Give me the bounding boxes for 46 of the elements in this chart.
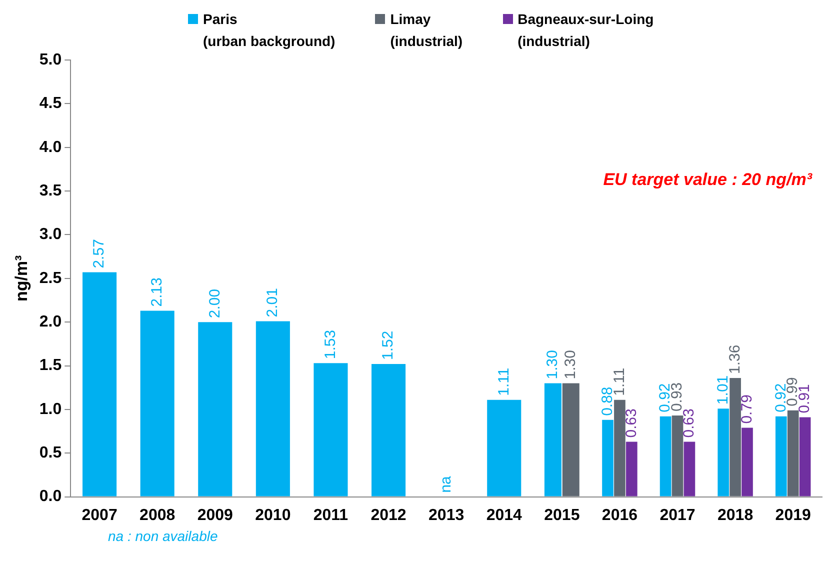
x-tick-label: 2007 <box>82 506 118 524</box>
data-label: 1.11 <box>610 368 628 396</box>
y-tick-label: 3.0 <box>39 226 62 244</box>
x-tick-label: 2017 <box>660 506 696 524</box>
legend-label: Paris (urban background) <box>203 10 336 51</box>
text: na <box>437 476 454 493</box>
y-tick-label: 5.0 <box>39 51 62 68</box>
y-tick-label: 1.5 <box>39 357 62 374</box>
x-tick-label: 2016 <box>602 506 638 524</box>
data-label: 2.00 <box>206 288 224 318</box>
y-tick-label: 4.5 <box>39 95 62 112</box>
data-label: 0.63 <box>622 408 640 438</box>
x-tick-label: 2018 <box>718 506 754 524</box>
x-tick-label: 2019 <box>775 506 811 524</box>
x-tick-label: 2014 <box>486 506 522 524</box>
data-label: 1.01 <box>714 375 732 405</box>
legend-label: Limay (industrial) <box>390 10 463 51</box>
data-label: 1.36 <box>726 344 744 374</box>
data-label: 2.57 <box>90 239 108 268</box>
data-label: 2.01 <box>264 288 282 318</box>
y-tick-label: 1.0 <box>39 400 62 418</box>
data-label: 1.53 <box>322 330 339 360</box>
x-tick-label: 2010 <box>255 506 291 524</box>
data-label: 1.52 <box>380 330 397 360</box>
y-axis-title: ng/m³ <box>12 254 31 302</box>
x-tick-label: 2015 <box>544 506 580 524</box>
y-tick-label: 3.5 <box>39 182 62 200</box>
x-tick-label: 2011 <box>313 506 348 524</box>
y-tick-label: 2.5 <box>39 270 62 287</box>
legend-label: Bagneaux-sur-Loing (industrial) <box>518 10 654 51</box>
x-tick-label: 2012 <box>370 506 406 524</box>
data-label: 1.30 <box>562 350 580 380</box>
data-label: 2.13 <box>148 278 166 307</box>
data-label: 0.63 <box>680 408 698 438</box>
y-tick-label: 4.0 <box>39 138 62 156</box>
x-tick-label: 2009 <box>197 506 234 524</box>
x-tick-label: 2013 <box>428 506 464 524</box>
text: na : non available <box>108 528 219 544</box>
y-tick-label: 0.0 <box>39 488 62 506</box>
annotation: EU target value : 20 ng/m³ <box>603 170 814 189</box>
data-label: 0.79 <box>738 394 756 424</box>
x-tick-label: 2008 <box>140 506 176 524</box>
y-tick-label: 2.0 <box>39 313 62 330</box>
data-label: 1.30 <box>544 350 562 380</box>
y-tick-label: 0.5 <box>39 444 62 462</box>
data-label: 1.11 <box>495 368 512 396</box>
